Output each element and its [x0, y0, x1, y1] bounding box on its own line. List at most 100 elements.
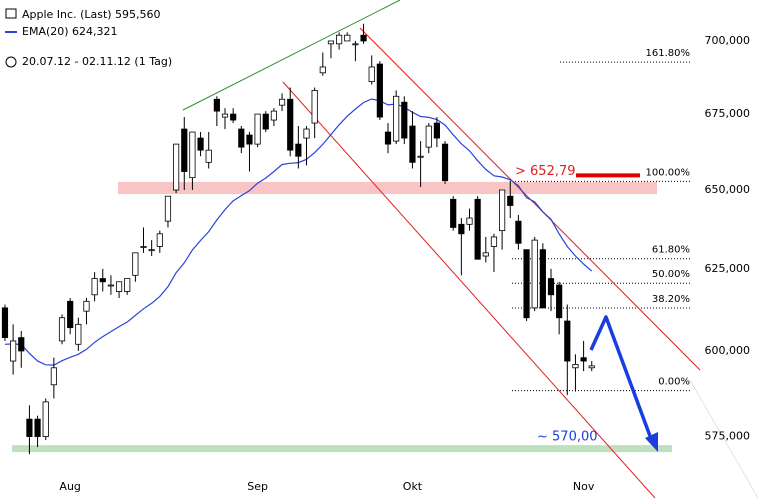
legend: Apple Inc. (Last) 595,560 EMA(20) 624,32…: [5, 8, 172, 68]
fib-label: 161.80%: [646, 48, 691, 59]
fib-label: 100.00%: [646, 167, 691, 178]
candle-body: [58, 317, 66, 342]
candle-body: [401, 101, 408, 139]
candle-body: [458, 223, 465, 235]
candle-body: [278, 98, 286, 106]
fib-label: 0.00%: [658, 377, 690, 388]
candle-body: [564, 320, 571, 362]
candle-body: [336, 34, 343, 45]
target-label: ~ 570,00: [537, 430, 598, 445]
candle-body: [499, 189, 506, 232]
decoration-line: [689, 379, 758, 498]
candle-body: [580, 357, 587, 362]
candle-body: [50, 367, 57, 386]
candle-body: [287, 98, 294, 151]
candle-body: [34, 418, 41, 437]
candle-body: [556, 284, 563, 319]
candle-body: [83, 300, 90, 312]
candle-body: [531, 239, 538, 309]
candle-body: [490, 236, 498, 247]
resistance-zone: [118, 181, 657, 195]
fib-label: 38.20%: [652, 294, 690, 305]
candle-body: [230, 113, 237, 121]
candle-body: [18, 337, 25, 352]
channel-lower: [282, 81, 656, 498]
y-tick-label: 675,000: [705, 107, 751, 120]
clock-icon: [5, 56, 17, 68]
candle-body: [384, 131, 392, 145]
target-zone: [12, 445, 672, 453]
fib-label: 61.80%: [652, 245, 690, 256]
candle-body: [26, 418, 33, 437]
fib-label: 50.00%: [652, 269, 690, 280]
candle-body: [344, 34, 351, 42]
arrow-head: [645, 432, 658, 452]
legend-entry: EMA(20) 624,321: [22, 25, 118, 38]
subtitle: 20.07.12 - 02.11.12 (1 Tag): [22, 55, 172, 68]
candle-body: [425, 125, 432, 148]
candle-body: [148, 249, 155, 252]
x-tick-label: Sep: [247, 480, 268, 493]
legend-icon: [5, 8, 17, 19]
candle-body: [221, 113, 229, 118]
candle-body: [115, 281, 123, 292]
candle-body: [213, 98, 220, 112]
candle-body: [474, 198, 481, 260]
candle-body: [441, 143, 449, 182]
candle-body: [262, 113, 269, 130]
candle-body: [311, 89, 318, 124]
candle-body: [254, 113, 261, 145]
candle-body: [10, 340, 17, 362]
candle-body: [352, 43, 359, 46]
candle-body: [99, 278, 106, 283]
candle-body: [246, 134, 253, 145]
y-tick-label: 575,000: [705, 430, 751, 443]
candle-body: [295, 143, 302, 157]
candle-body: [67, 300, 74, 329]
candle-body: [466, 217, 473, 225]
candle-body: [181, 128, 188, 172]
marks-layer: [1, 23, 595, 455]
y-tick-label: 650,000: [705, 183, 751, 196]
y-tick-label: 625,000: [705, 262, 751, 275]
candle-body: [270, 110, 277, 121]
candle-body: [547, 278, 555, 296]
candle-body: [164, 195, 172, 222]
candle-body: [156, 233, 163, 247]
candle-body: [189, 131, 196, 179]
resistance-label: > 652,79: [515, 164, 576, 179]
y-tick-label: 700,000: [705, 34, 751, 47]
candle-body: [450, 198, 457, 228]
candle-body: [124, 278, 131, 292]
candle-body: [482, 252, 489, 257]
candle-body: [360, 34, 367, 42]
candle-body: [515, 220, 522, 244]
candle-body: [140, 246, 147, 248]
candle-body: [433, 122, 440, 139]
candle-body: [91, 278, 98, 296]
trend-line: [182, 0, 401, 111]
candle-body: [588, 365, 595, 369]
candle-body: [303, 128, 310, 139]
candle-body: [376, 63, 383, 118]
candle-body: [409, 125, 416, 163]
candle-body: [572, 364, 579, 369]
x-tick-label: Aug: [59, 480, 80, 493]
candle-body: [523, 249, 530, 319]
candle-body: [327, 40, 335, 45]
candle-body: [507, 195, 514, 206]
candle-body: [173, 143, 180, 191]
candle-body: [75, 323, 82, 345]
candle-body: [393, 95, 400, 142]
candle-body: [132, 252, 139, 276]
candle-body: [1, 307, 9, 339]
x-tick-label: Nov: [573, 480, 595, 493]
candle-body: [107, 284, 115, 287]
candle-body: [417, 155, 424, 158]
candle-body: [368, 66, 375, 82]
candle-body: [319, 66, 326, 74]
x-tick-label: Okt: [403, 480, 423, 493]
legend-entry: Apple Inc. (Last) 595,560: [22, 8, 161, 21]
candle-body: [197, 137, 204, 151]
